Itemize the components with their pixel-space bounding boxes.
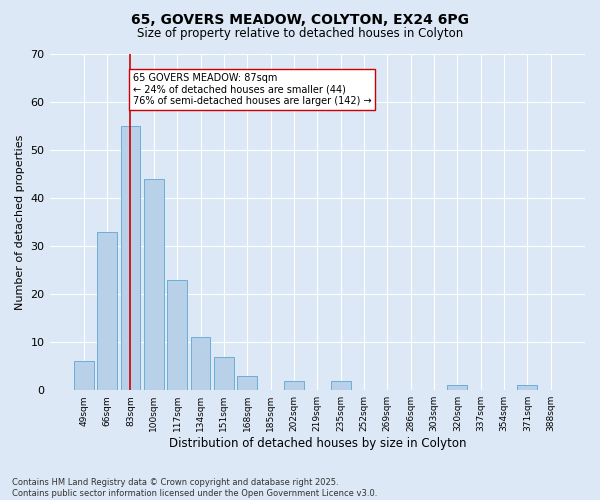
Bar (74, 362, 94, 390)
Bar (331, 380, 350, 390)
Bar (448, 386, 467, 390)
Bar (214, 356, 234, 390)
Y-axis label: Number of detached properties: Number of detached properties (15, 134, 25, 310)
Bar (97, 232, 117, 390)
Bar (284, 380, 304, 390)
Text: 65 GOVERS MEADOW: 87sqm
← 24% of detached houses are smaller (44)
76% of semi-de: 65 GOVERS MEADOW: 87sqm ← 24% of detache… (133, 73, 371, 106)
Bar (517, 386, 538, 390)
Bar (121, 126, 140, 390)
Text: 65, GOVERS MEADOW, COLYTON, EX24 6PG: 65, GOVERS MEADOW, COLYTON, EX24 6PG (131, 12, 469, 26)
Text: Size of property relative to detached houses in Colyton: Size of property relative to detached ho… (137, 28, 463, 40)
Bar (144, 179, 164, 390)
Bar (191, 338, 211, 390)
Bar (167, 280, 187, 390)
Bar (238, 376, 257, 390)
X-axis label: Distribution of detached houses by size in Colyton: Distribution of detached houses by size … (169, 437, 466, 450)
Text: Contains HM Land Registry data © Crown copyright and database right 2025.
Contai: Contains HM Land Registry data © Crown c… (12, 478, 377, 498)
